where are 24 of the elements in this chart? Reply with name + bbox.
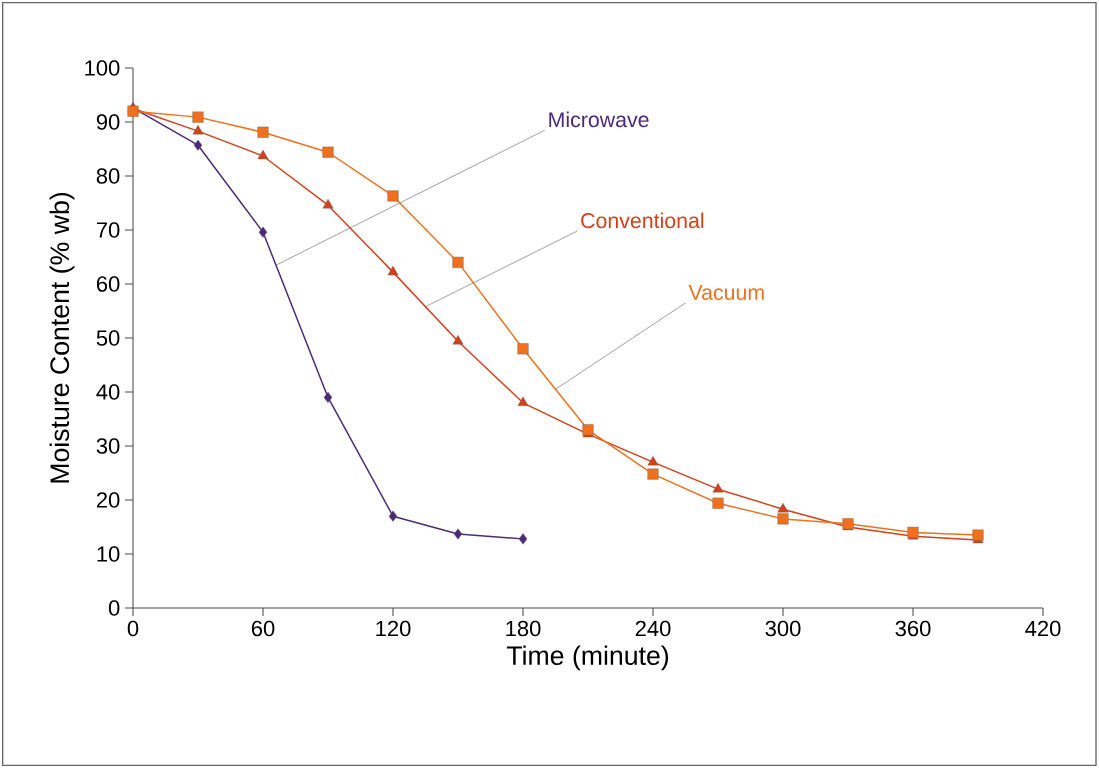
y-tick-label: 20 xyxy=(96,492,120,508)
x-tick-label: 360 xyxy=(895,620,931,637)
text: Vacuum xyxy=(688,285,764,300)
y-tick-label: 100 xyxy=(85,60,120,76)
y-tick-label: 40 xyxy=(96,384,120,400)
y-tick-label: 0 xyxy=(108,600,120,616)
y-tick-label: 60 xyxy=(96,276,120,292)
y-tick-label: 30 xyxy=(96,438,120,454)
y-tick-label: 50 xyxy=(96,330,120,346)
x-tick-label: 60 xyxy=(251,620,275,637)
text: Conventional xyxy=(581,212,704,229)
text: Microwave xyxy=(549,111,649,128)
y-tick-label: 90 xyxy=(96,114,120,130)
y-axis-title: Moisture Content (% wb) xyxy=(49,192,75,483)
y-tick-label: 10 xyxy=(97,546,120,562)
x-tick-label: 420 xyxy=(1025,620,1061,637)
x-tick-label: 240 xyxy=(635,620,671,637)
y-tick-label: 80 xyxy=(96,168,120,184)
x-tick-label: 0 xyxy=(127,620,139,637)
x-tick-label: 180 xyxy=(506,620,541,637)
x-axis-title: Time (minute) xyxy=(506,645,669,671)
y-tick-label: 70 xyxy=(96,222,120,238)
x-tick-label: 120 xyxy=(376,620,411,637)
x-tick-label: 300 xyxy=(765,620,801,637)
